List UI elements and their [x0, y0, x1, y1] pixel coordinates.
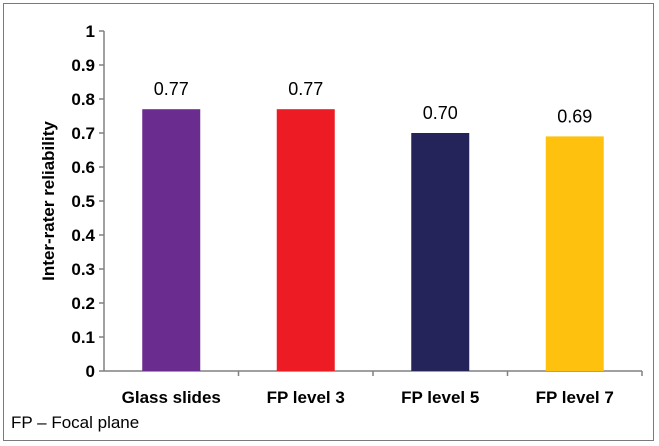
data-label: 0.69	[557, 106, 592, 126]
y-axis-title: Inter-rater reliability	[39, 121, 58, 281]
y-tick-label: 0.8	[71, 90, 95, 109]
y-tick-label: 0.3	[71, 260, 95, 279]
x-tick-label: FP level 3	[267, 388, 345, 407]
y-tick-label: 1	[86, 22, 95, 41]
y-tick-label: 0.1	[71, 328, 95, 347]
y-tick-label: 0.7	[71, 124, 95, 143]
bar	[545, 136, 604, 371]
bar	[142, 109, 201, 371]
y-tick-label: 0.2	[71, 294, 95, 313]
y-tick-label: 0.4	[71, 226, 95, 245]
x-tick-label: FP level 5	[401, 388, 479, 407]
data-label: 0.77	[288, 79, 323, 99]
data-label: 0.77	[154, 79, 189, 99]
footnote: FP – Focal plane	[11, 413, 140, 432]
bar	[411, 133, 470, 371]
y-tick-label: 0	[86, 362, 95, 381]
y-tick-label: 0.9	[71, 56, 95, 75]
y-tick-label: 0.6	[71, 158, 95, 177]
y-tick-label: 0.5	[71, 192, 95, 211]
data-label: 0.70	[423, 103, 458, 123]
x-tick-label: FP level 7	[536, 388, 614, 407]
x-tick-label: Glass slides	[122, 388, 221, 407]
bar	[276, 109, 335, 371]
